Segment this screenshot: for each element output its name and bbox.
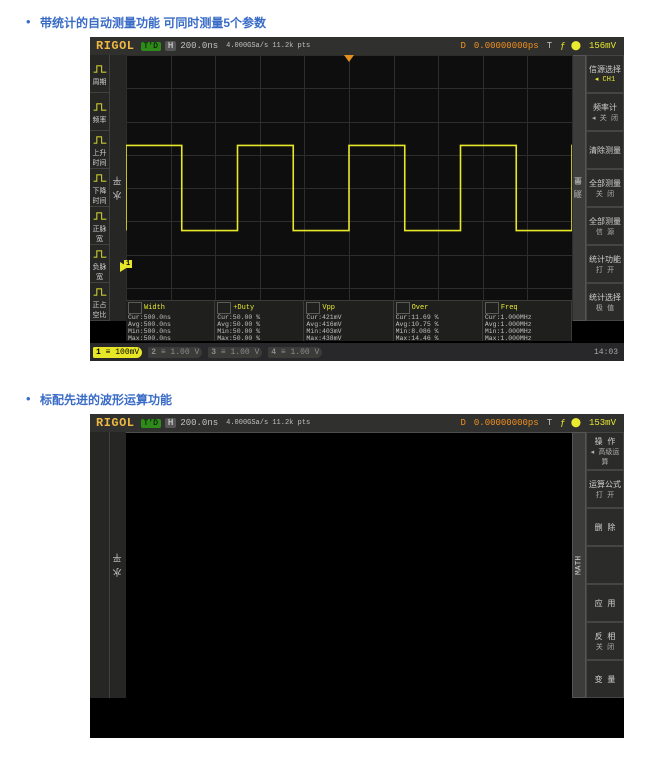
- trig-label: T: [547, 418, 552, 428]
- menu-item-4[interactable]: 全部测量信 源: [586, 207, 624, 245]
- measure-select-6[interactable]: 正占空比: [90, 283, 109, 321]
- menu-item-0[interactable]: 操 作◂ 高级运算: [586, 432, 624, 470]
- measure-select-4[interactable]: 正脉宽: [90, 207, 109, 245]
- measure-select-1[interactable]: 频率: [90, 93, 109, 131]
- menu-item-3[interactable]: 全部测量关 闭: [586, 169, 624, 207]
- sample-rate: 4.000GSa/s 11.2k pts: [226, 43, 310, 49]
- horiz-label: H: [165, 41, 176, 51]
- sample-rate: 4.000GSa/s 11.2k pts: [226, 420, 310, 426]
- timebase: 200.0ns: [180, 41, 218, 51]
- stat-icon: [306, 302, 320, 314]
- trig-level: 153mV: [589, 418, 616, 428]
- menu-item-0[interactable]: 信源选择◂ CH1: [586, 55, 624, 93]
- delay-label: D: [460, 41, 465, 51]
- menu-item-2[interactable]: 删 除: [586, 508, 624, 546]
- stat-width: WidthCur:500.0nsAvg:500.0nsMin:500.0nsMa…: [126, 301, 215, 341]
- stat-icon: [485, 302, 499, 314]
- stat-icon: [217, 302, 231, 314]
- ch1-trace: [126, 145, 572, 230]
- brand-logo: RIGOL: [90, 39, 141, 53]
- measure-select-5[interactable]: 负脉宽: [90, 245, 109, 283]
- delay-label: D: [460, 418, 465, 428]
- trig-mode: ƒ ⬤: [560, 41, 581, 51]
- measure-select-2[interactable]: 上升时间: [90, 131, 109, 169]
- menu-item-5[interactable]: 统计功能打 开: [586, 245, 624, 283]
- menu-tab[interactable]: 测 量: [572, 55, 586, 321]
- menu-item-4[interactable]: 应 用: [586, 584, 624, 622]
- right-menu: 测 量信源选择◂ CH1频率计◂ 关 闭清除测量全部测量关 闭全部测量信 源统计…: [572, 55, 624, 321]
- stat-icon: [128, 302, 142, 314]
- trig-mode: ƒ ⬤: [560, 418, 581, 428]
- trig-label: T: [547, 41, 552, 51]
- timebase: 200.0ns: [180, 418, 218, 428]
- menu-item-5[interactable]: 反 相关 闭: [586, 622, 624, 660]
- left-toolbar: 周期频率上升时间下降时间正脉宽负脉宽正占空比水 平: [90, 55, 126, 321]
- menu-item-2[interactable]: 清除测量: [586, 131, 624, 169]
- right-menu: MATH操 作◂ 高级运算运算公式打 开删 除应 用反 相关 闭变 量: [572, 432, 624, 698]
- channel-chip-3[interactable]: 3 ≡ 1.00 V: [208, 347, 262, 358]
- oscilloscope-screenshot-2: RIGOLT'D H 200.0ns 4.000GSa/s 11.2k pts D 0.0…: [90, 414, 624, 738]
- waveform-area: 1: [126, 55, 572, 321]
- brand-logo: RIGOL: [90, 416, 141, 430]
- stat-+duty: +DutyCur:50.00 %Avg:50.00 %Min:50.00 %Ma…: [215, 301, 304, 341]
- channel-chip-2[interactable]: 2 ≡ 1.00 V: [148, 347, 202, 358]
- clock: 14:03: [594, 348, 624, 357]
- measure-select-3[interactable]: 下降时间: [90, 169, 109, 207]
- topbar: RIGOLT'D H 200.0ns 4.000GSa/s 11.2k pts D 0.0…: [90, 414, 624, 433]
- measure-select-0[interactable]: 周期: [90, 55, 109, 93]
- bottom-bar: 1 ≡ 100mV 2 ≡ 1.00 V 3 ≡ 1.00 V 4 ≡ 1.00 V 1…: [90, 343, 624, 361]
- horiz-label: H: [165, 418, 176, 428]
- topbar: RIGOLT'D H 200.0ns 4.000GSa/s 11.2k pts D 0.0…: [90, 37, 624, 56]
- stat-over: OverCur:11.69 %Avg:10.75 %Min:8.086 %Max…: [394, 301, 483, 341]
- stat-vpp: VppCur:421mVAvg:416mVMin:403mVMax:438mV: [304, 301, 393, 341]
- menu-item-1[interactable]: 频率计◂ 关 闭: [586, 93, 624, 131]
- menu-item-6[interactable]: 变 量: [586, 660, 624, 698]
- delay-value: 0.00000000ps: [474, 41, 539, 51]
- channel-chip-1[interactable]: 1 ≡ 100mV: [93, 347, 142, 358]
- run-state: T'D: [141, 419, 161, 428]
- delay-value: 0.00000000ps: [474, 418, 539, 428]
- oscilloscope-screenshot-1: RIGOLT'D H 200.0ns 4.000GSa/s 11.2k pts D 0.0…: [90, 37, 624, 361]
- channel-chip-4[interactable]: 4 ≡ 1.00 V: [268, 347, 322, 358]
- stat-freq: FreqCur:1.000MHzAvg:1.000MHzMin:1.000MHz…: [483, 301, 572, 341]
- vert-label: 水 平: [110, 432, 126, 698]
- stat-icon: [396, 302, 410, 314]
- menu-item-6[interactable]: 统计选择极 值: [586, 283, 624, 321]
- trig-level: 156mV: [589, 41, 616, 51]
- section1-heading: 带统计的自动测量功能 可同时测量5个参数: [40, 16, 266, 30]
- section2-heading: 标配先进的波形运算功能: [40, 393, 172, 407]
- vert-label: 水 平: [110, 55, 126, 321]
- menu-item-3[interactable]: [586, 546, 624, 584]
- left-toolbar: 水 平: [90, 432, 126, 698]
- measurement-stats: WidthCur:500.0nsAvg:500.0nsMin:500.0nsMa…: [126, 300, 572, 341]
- run-state: T'D: [141, 42, 161, 51]
- menu-item-1[interactable]: 运算公式打 开: [586, 470, 624, 508]
- menu-tab[interactable]: MATH: [572, 432, 586, 698]
